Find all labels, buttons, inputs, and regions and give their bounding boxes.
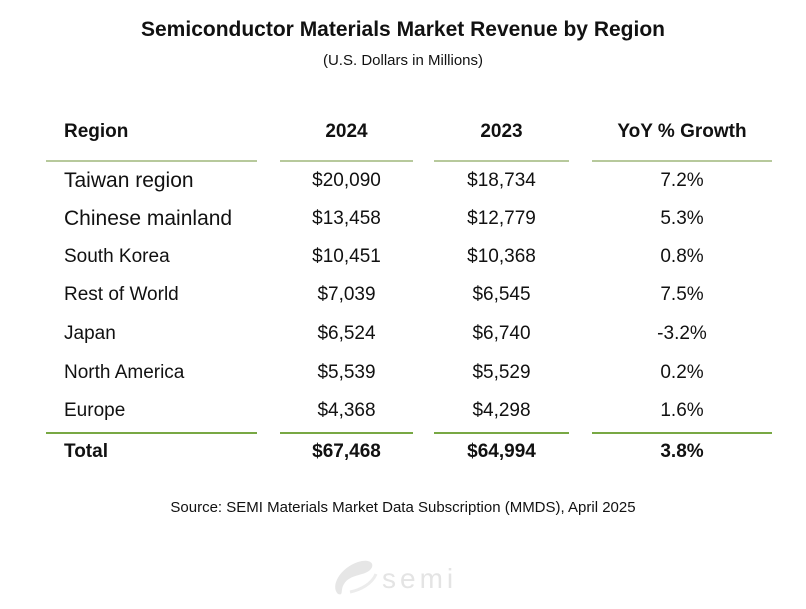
value-cell: $5,539 bbox=[317, 362, 376, 383]
value-cell: $6,545 bbox=[472, 284, 531, 305]
value-cell: 0.2% bbox=[660, 362, 704, 383]
column-header: 2024 bbox=[325, 121, 368, 142]
svg-text:semi: semi bbox=[382, 563, 457, 594]
value-cell: $12,779 bbox=[467, 208, 536, 229]
region-cell: Chinese mainland bbox=[64, 207, 233, 230]
region-cell: Taiwan region bbox=[64, 169, 194, 192]
value-cell: $20,090 bbox=[312, 170, 381, 191]
value-cell: 5.3% bbox=[660, 208, 704, 229]
header-divider bbox=[592, 160, 772, 162]
total-cell: $67,468 bbox=[312, 441, 381, 462]
table-subtitle: (U.S. Dollars in Millions) bbox=[322, 52, 484, 69]
total-cell: 3.8% bbox=[660, 441, 704, 462]
value-cell: -3.2% bbox=[657, 323, 707, 344]
table-title: Semiconductor Materials Market Revenue b… bbox=[141, 18, 665, 41]
value-cell: $4,368 bbox=[317, 400, 376, 421]
value-cell: $4,298 bbox=[472, 400, 531, 421]
region-cell: Europe bbox=[64, 400, 126, 421]
total-divider bbox=[592, 432, 772, 434]
total-cell: $64,994 bbox=[467, 441, 536, 462]
value-cell: $18,734 bbox=[467, 170, 536, 191]
value-cell: 7.5% bbox=[660, 284, 704, 305]
value-cell: 7.2% bbox=[660, 170, 704, 191]
total-divider bbox=[280, 432, 413, 434]
column-header: 2023 bbox=[480, 121, 523, 142]
value-cell: $10,368 bbox=[467, 246, 536, 267]
total-cell: Total bbox=[64, 441, 108, 462]
value-cell: $6,524 bbox=[317, 323, 376, 344]
value-cell: $10,451 bbox=[312, 246, 381, 267]
source-note: Source: SEMI Materials Market Data Subsc… bbox=[170, 499, 636, 516]
value-cell: $5,529 bbox=[472, 362, 531, 383]
value-cell: $13,458 bbox=[312, 208, 381, 229]
value-cell: $6,740 bbox=[472, 323, 531, 344]
column-header: YoY % Growth bbox=[617, 121, 747, 142]
region-cell: Rest of World bbox=[64, 284, 179, 305]
total-divider bbox=[434, 432, 569, 434]
total-divider bbox=[46, 432, 257, 434]
header-divider bbox=[46, 160, 257, 162]
value-cell: 0.8% bbox=[660, 246, 704, 267]
header-divider bbox=[280, 160, 413, 162]
header-divider bbox=[434, 160, 569, 162]
region-cell: South Korea bbox=[64, 246, 170, 267]
region-cell: North America bbox=[64, 362, 185, 383]
value-cell: 1.6% bbox=[660, 400, 704, 421]
semi-logo: semi bbox=[330, 556, 480, 605]
column-header: Region bbox=[64, 121, 129, 142]
value-cell: $7,039 bbox=[317, 284, 376, 305]
region-cell: Japan bbox=[64, 323, 116, 344]
